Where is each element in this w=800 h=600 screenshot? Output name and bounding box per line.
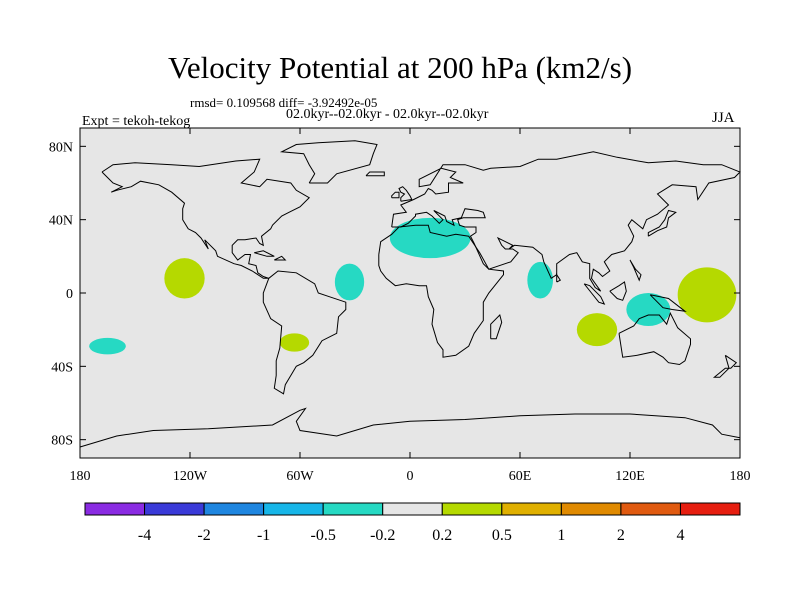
- coastline-australia: [618, 311, 691, 366]
- anomaly-southeast-indian-positive: [576, 313, 618, 347]
- colorbar-swatch: [144, 502, 205, 516]
- colorbar-label: -0.5: [311, 527, 336, 544]
- lat-tick-label: 0: [66, 287, 73, 302]
- axis-ticks: 180 120W 60W 0 60E 120E 180 80N 40N 0 40S 80S: [49, 128, 751, 484]
- lat-tick-label: 40S: [51, 360, 73, 375]
- colorbar: -4 -2 -1 -0.5 -0.2 0.2 0.5 1 2 4: [84, 502, 741, 544]
- rmsd-diff-stats: rmsd= 0.109568 diff= -3.92492e-05: [190, 95, 378, 110]
- period-label: 02.0kyr--02.0kyr - 02.0kyr--02.0kyr: [286, 107, 489, 122]
- anomaly-east-pacific-positive: [164, 258, 205, 299]
- coastline-hispaniola: [274, 255, 287, 261]
- coastline-africa: [378, 224, 504, 358]
- coastline-sri-lanka: [556, 273, 562, 283]
- experiment-label: Expt = tekoh-tekog: [82, 114, 191, 129]
- coastline-japan: [647, 209, 677, 237]
- anomaly-north-africa-negative: [389, 217, 471, 259]
- coastline-ireland: [391, 191, 400, 199]
- lat-tick-label: 80S: [51, 434, 73, 449]
- lon-tick-label: 120W: [173, 469, 208, 484]
- anomaly-south-pacific-negative: [89, 337, 126, 355]
- colorbar-label: -4: [138, 527, 151, 544]
- colorbar-label: 0.2: [432, 527, 452, 544]
- coastline-madagascar: [490, 314, 503, 340]
- lon-tick-label: 180: [730, 469, 751, 484]
- lat-tick-label: 40N: [49, 214, 73, 229]
- colorbar-swatch: [620, 502, 681, 516]
- coastline-new-guinea: [649, 294, 687, 313]
- lat-tick-label: 80N: [49, 140, 73, 155]
- colorbar-swatch: [560, 502, 622, 516]
- lon-tick-label: 0: [407, 469, 414, 484]
- anomaly-atlantic-negative: [334, 263, 365, 301]
- anomaly-contours: [89, 217, 737, 355]
- colorbar-swatch: [501, 502, 562, 516]
- colorbar-swatch: [679, 502, 741, 516]
- colorbar-label: 0.5: [492, 527, 512, 544]
- colorbar-label: -2: [197, 527, 210, 544]
- coastline-iceland: [365, 171, 385, 177]
- colorbar-swatch: [382, 502, 443, 516]
- lon-tick-label: 60E: [509, 469, 532, 484]
- colorbar-label: 4: [676, 527, 684, 544]
- coastline-borneo: [609, 281, 627, 301]
- lon-tick-label: 60W: [286, 469, 314, 484]
- anomaly-west-pacific-positive: [677, 267, 737, 323]
- season-label: JJA: [712, 110, 735, 126]
- anomaly-south-america-positive: [279, 333, 310, 352]
- coastline-north-america: [101, 158, 311, 279]
- colorbar-swatch: [263, 502, 324, 516]
- coastline-antarctica: [79, 407, 741, 448]
- coastline-eurasia: [391, 151, 741, 292]
- coastlines: [79, 140, 741, 448]
- anomaly-indian-ocean-negative: [527, 261, 554, 299]
- coastline-greenland: [279, 140, 378, 184]
- colorbar-swatch: [84, 502, 146, 516]
- colorbar-label: -0.2: [370, 527, 395, 544]
- coastline-sumatra: [583, 283, 606, 305]
- lon-tick-label: 180: [70, 469, 91, 484]
- chart-title: Velocity Potential at 200 hPa (km2/s): [167, 50, 633, 85]
- colorbar-swatch: [441, 502, 503, 516]
- coastline-new-zealand: [712, 354, 738, 378]
- colorbar-label: 1: [557, 527, 565, 544]
- anomaly-indonesia-negative: [626, 293, 671, 326]
- colorbar-swatch: [203, 502, 265, 516]
- coastline-britain: [398, 186, 413, 202]
- coastline-philippines: [629, 259, 642, 282]
- lon-tick-label: 120E: [615, 469, 645, 484]
- colorbar-swatch: [322, 502, 384, 516]
- colorbar-label: 2: [617, 527, 625, 544]
- coastline-south-america: [262, 270, 347, 395]
- coastline-cuba: [254, 250, 275, 257]
- colorbar-label: -1: [257, 527, 270, 544]
